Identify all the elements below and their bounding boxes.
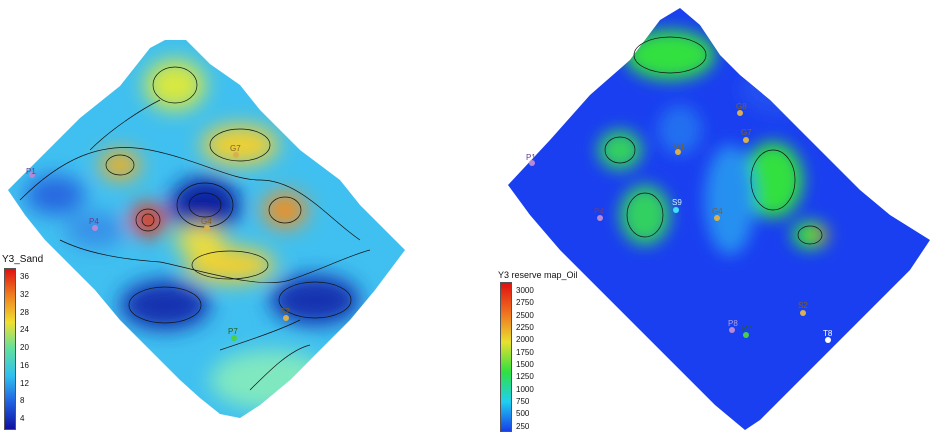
well-label: P7	[228, 327, 238, 336]
well-marker[interactable]	[675, 149, 681, 155]
well-label: S9	[672, 198, 682, 207]
well-label: T8	[823, 329, 833, 338]
sand-legend: Y3_Sand 36 32 28 24 20 16 12 8 4	[2, 254, 46, 430]
well-marker[interactable]	[529, 160, 535, 166]
legend-tick-label: 24	[20, 325, 29, 335]
legend-tick-label: 1250	[516, 372, 534, 382]
legend-tick-label: 1750	[516, 347, 534, 357]
legend-tick-label: 28	[20, 307, 29, 317]
well-label: P4	[89, 217, 99, 226]
well-marker[interactable]	[729, 327, 735, 333]
sand-wells: P1 P4 G4 G7 S2 P7	[26, 144, 290, 341]
well-label: P7	[742, 324, 752, 333]
legend-tick-label: 2500	[516, 310, 534, 320]
legend-tick-label: 36	[20, 272, 29, 281]
oil-legend: Y3 reserve map_Oil 3000 2750 2500 2250 2000 1…	[498, 270, 584, 432]
oil-map-panel: P1 P4 G1 G4 G8 G7 S9 P8 P7 S2 T8 Y3 rese…	[490, 0, 942, 439]
well-marker[interactable]	[743, 332, 749, 338]
legend-tick-label: 4	[20, 414, 25, 424]
oil-contour-map: P1 P4 G1 G4 G8 G7 S9 P8 P7 S2 T8	[508, 8, 930, 430]
well-marker[interactable]	[800, 310, 806, 316]
well-marker[interactable]	[92, 225, 98, 231]
legend-tick-label: 32	[20, 289, 29, 299]
well-label: G1	[674, 142, 685, 151]
well-label: G8	[736, 102, 747, 111]
well-label: G4	[712, 207, 723, 216]
legend-tick-label: 2750	[516, 298, 534, 308]
well-marker[interactable]	[283, 315, 289, 321]
legend-tick-label: 2000	[516, 335, 534, 345]
well-label: S2	[798, 301, 808, 310]
well-label: S2	[280, 307, 290, 316]
well-marker[interactable]	[743, 137, 749, 143]
legend-tick-label: 20	[20, 343, 29, 353]
well-marker[interactable]	[673, 207, 679, 213]
oil-contour-lines	[604, 36, 823, 245]
well-marker[interactable]	[29, 172, 35, 178]
legend-tick-label: 12	[20, 378, 29, 388]
sand-contour-lines	[19, 66, 371, 391]
legend-tick-label: 250	[516, 421, 530, 431]
legend-tick-label: 1000	[516, 384, 534, 394]
well-marker[interactable]	[597, 215, 603, 221]
well-marker[interactable]	[737, 110, 743, 116]
legend-tick-label: 3000	[516, 286, 534, 295]
legend-tick-label: 2250	[516, 323, 534, 332]
legend-tick-label: 8	[20, 396, 25, 406]
oil-wells: P1 P4 G1 G4 G8 G7 S9 P8 P7 S2 T8	[526, 102, 833, 343]
well-label: G4	[201, 217, 212, 226]
well-label: P1	[26, 167, 36, 176]
sand-contour-map: P1 P4 G4 G7 S2 P7	[8, 40, 405, 418]
legend-colorbar	[500, 282, 512, 432]
well-marker[interactable]	[231, 335, 237, 341]
well-marker[interactable]	[204, 225, 210, 231]
well-marker[interactable]	[825, 337, 831, 343]
well-label: G7	[741, 128, 752, 137]
legend-tick-label: 750	[516, 397, 530, 406]
legend-title: Y3 reserve map_Oil	[498, 270, 578, 280]
well-label: G7	[230, 144, 241, 153]
well-marker[interactable]	[714, 215, 720, 221]
legend-tick-label: 500	[516, 409, 530, 419]
sand-grid-surface	[8, 40, 405, 418]
well-label: P8	[728, 319, 738, 328]
legend-colorbar	[4, 268, 16, 430]
well-marker[interactable]	[233, 152, 239, 158]
sand-map-panel: P1 P4 G4 G7 S2 P7 Y3_Sand 36 32 28 24 20 16 12…	[0, 0, 440, 439]
legend-title: Y3_Sand	[2, 254, 44, 265]
legend-tick-label: 1500	[516, 360, 534, 369]
legend-tick-label: 16	[20, 360, 29, 370]
well-label: P4	[594, 207, 604, 216]
well-label: P1	[526, 153, 536, 162]
